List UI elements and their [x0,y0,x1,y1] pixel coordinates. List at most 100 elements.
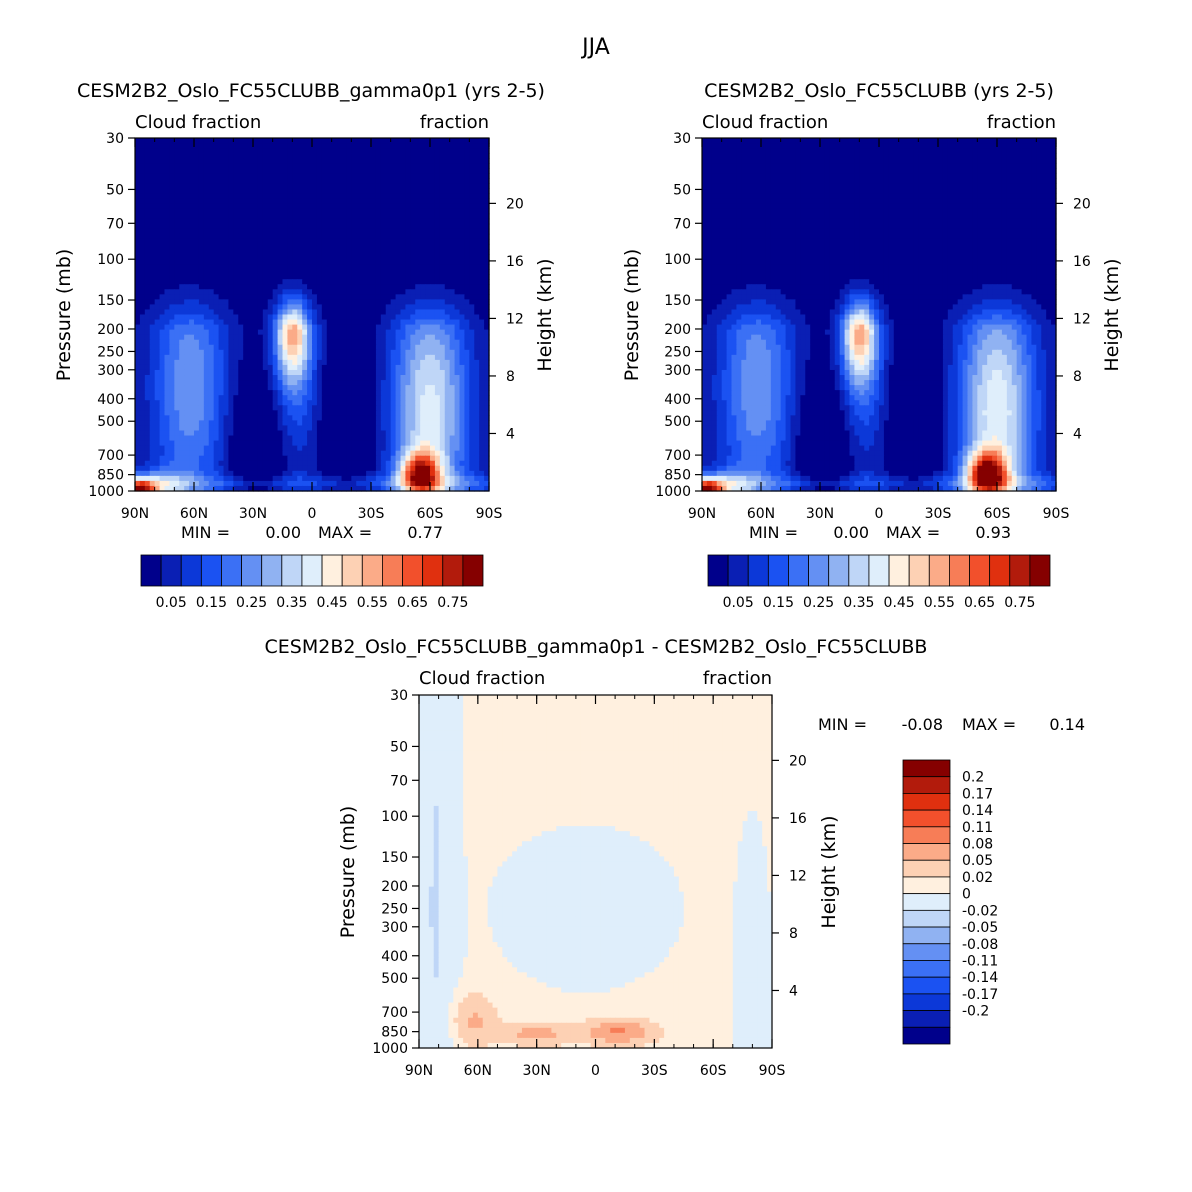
contour-cell [371,375,377,381]
contour-cell [253,213,259,220]
contour-cell [336,420,343,427]
contour-cell [169,223,175,230]
contour-cell [371,430,377,437]
contour-cell [213,233,220,240]
contour-cell [203,460,210,467]
contour-cell [179,253,185,260]
contour-cell [371,243,377,250]
contour-cell [272,158,279,164]
contour-cell [484,470,490,477]
contour-cell [371,385,377,391]
contour-cell [297,284,303,290]
contour-cell [144,138,151,144]
contour-cell [238,470,244,477]
contour-cell [484,480,490,487]
contour-cell [459,329,466,336]
contour-cell [203,304,210,311]
contour-cell [479,289,485,295]
contour-cell [253,284,259,290]
contour-cell [449,465,456,472]
contour-cell [282,415,289,421]
contour-cell [189,198,195,205]
contour-cell [336,465,343,472]
contour-cell [218,445,225,452]
contour-cell [312,364,318,371]
contour-cell [439,375,446,381]
contour-cell [203,485,210,492]
contour-cell [243,208,249,215]
contour-cell [297,470,303,477]
contour-cell [326,269,333,275]
contour-cell [277,223,284,230]
contour-cell [449,309,456,316]
contour-cell [312,223,318,230]
contour-cell [267,385,274,391]
contour-cell [469,198,475,205]
contour-cell [400,208,407,215]
contour-cell [184,385,190,391]
contour-cell [439,213,446,220]
contour-cell [331,168,338,174]
contour-cell [223,148,230,154]
contour-cell [149,243,156,250]
contour-cell [307,425,313,432]
contour-cell [149,455,156,462]
contour-cell [238,344,244,351]
contour-cell [282,163,289,169]
contour-cell [208,435,215,442]
contour-cell [144,430,151,437]
contour-cell [321,349,328,356]
contour-cell [267,480,274,487]
contour-cell [267,339,274,346]
contour-cell [474,420,480,427]
contour-cell [479,238,485,245]
contour-cell [415,385,421,391]
contour-cell [262,430,269,437]
contour-cell [449,425,456,432]
contour-cell [356,465,362,472]
contour-cell [174,385,180,391]
contour-cell [395,218,402,225]
contour-cell [390,334,397,341]
contour-cell [135,450,141,457]
contour-cell [425,193,431,200]
contour-cell [262,213,269,220]
contour-cell [312,344,318,351]
contour-cell [454,415,461,421]
contour-cell [444,299,451,306]
contour-cell [444,138,451,144]
contour-cell [213,435,220,442]
contour-cell [169,385,175,391]
contour-cell [267,253,274,260]
contour-cell [179,480,185,487]
contour-cell [346,324,352,331]
contour-cell [267,329,274,336]
contour-cell [331,193,338,200]
contour-cell [385,400,392,406]
contour-cell [449,168,456,174]
contour-cell [375,284,382,290]
contour-cell [351,193,357,200]
contour-cell [469,354,475,361]
contour-cell [218,450,225,457]
contour-cell [326,369,333,376]
contour-cell [405,314,411,321]
contour-cell [213,238,220,245]
contour-cell [321,405,328,411]
contour-cell [189,380,195,386]
contour-cell [316,238,323,245]
contour-cell [228,455,234,462]
contour-cell [430,213,436,220]
contour-cell [420,354,426,361]
contour-cell [164,274,171,280]
contour-cell [341,319,348,326]
contour-cell [169,430,175,437]
contour-cell [297,344,303,351]
contour-cell [434,445,441,452]
contour-cell [282,173,289,179]
contour-cell [479,400,485,406]
contour-cell [415,228,421,235]
contour-cell [287,455,293,462]
contour-cell [257,390,264,396]
contour-cell [272,299,279,306]
